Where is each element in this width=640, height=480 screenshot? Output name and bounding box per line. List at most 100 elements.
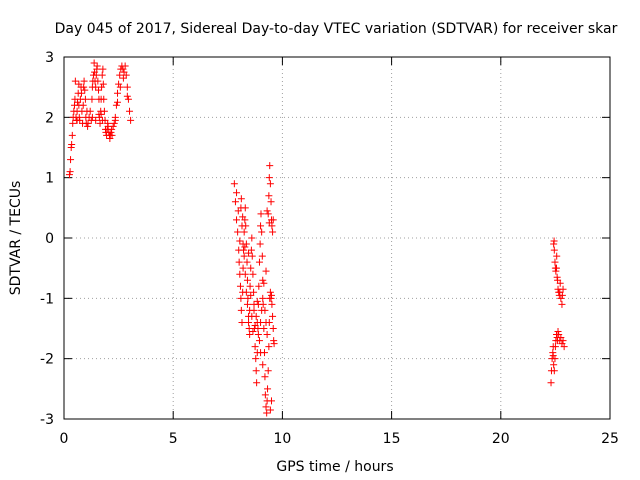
data-point	[67, 156, 75, 164]
data-point	[547, 379, 555, 387]
data-point	[248, 252, 256, 260]
data-point	[245, 249, 253, 257]
data-point	[80, 77, 88, 85]
data-point	[246, 331, 254, 339]
data-point	[92, 83, 100, 91]
data-point	[261, 391, 269, 399]
data-point	[98, 83, 106, 91]
data-point	[119, 74, 127, 82]
data-point	[556, 279, 564, 287]
data-point	[233, 189, 241, 197]
data-point	[261, 306, 269, 314]
data-point	[243, 300, 251, 308]
data-point	[249, 270, 257, 278]
x-tick-label: 0	[60, 431, 69, 447]
data-point	[239, 213, 247, 221]
data-point	[241, 243, 249, 251]
data-point	[98, 116, 106, 124]
data-point	[239, 240, 247, 248]
data-point	[86, 107, 94, 115]
data-point	[266, 406, 274, 414]
data-point	[235, 258, 243, 266]
data-point	[122, 71, 130, 79]
x-tick-label: 5	[169, 431, 178, 447]
axis-ticks	[63, 56, 611, 420]
data-point	[237, 306, 245, 314]
data-point	[234, 228, 242, 236]
data-point	[257, 222, 265, 230]
data-point	[241, 270, 249, 278]
data-point	[254, 331, 262, 339]
data-point	[250, 306, 258, 314]
data-point	[247, 291, 255, 299]
data-point	[264, 367, 272, 375]
data-point	[74, 98, 82, 106]
data-point	[254, 325, 262, 332]
data-point	[252, 367, 260, 375]
data-point	[551, 355, 559, 363]
data-point	[558, 291, 566, 299]
data-point	[266, 162, 274, 170]
data-point	[231, 198, 239, 206]
x-tick-label: 20	[492, 431, 510, 447]
data-point	[559, 285, 567, 293]
data-point	[108, 131, 116, 139]
data-point	[116, 83, 124, 91]
data-point	[243, 276, 251, 284]
data-point	[259, 294, 267, 302]
data-point	[550, 246, 558, 254]
data-point	[79, 101, 87, 109]
data-point	[100, 107, 108, 115]
data-point	[114, 98, 122, 106]
x-tick-labels: 0 5 10 15 20 25	[60, 431, 619, 447]
data-point	[258, 252, 266, 260]
data-point	[80, 83, 88, 91]
data-point	[263, 331, 271, 339]
data-point	[244, 294, 252, 302]
data-point	[269, 312, 277, 320]
chart-title: Day 045 of 2017, Sidereal Day-to-day VTE…	[55, 21, 618, 37]
data-point	[262, 403, 270, 411]
data-point	[256, 240, 264, 248]
data-point	[552, 267, 560, 275]
data-point	[551, 343, 559, 351]
data-point	[236, 237, 244, 245]
data-point	[255, 282, 263, 290]
data-point	[126, 107, 134, 115]
data-point	[261, 373, 269, 381]
data-point	[549, 352, 557, 360]
data-point	[257, 210, 265, 218]
data-point	[114, 89, 122, 97]
data-point	[233, 216, 241, 224]
data-point	[246, 282, 254, 290]
data-point	[127, 116, 135, 124]
data-point	[240, 246, 248, 254]
data-point	[116, 71, 124, 79]
data-point	[248, 234, 256, 242]
data-point	[243, 258, 251, 266]
data-point	[111, 116, 119, 124]
data-point	[550, 361, 558, 369]
data-series-sdtvar	[65, 59, 568, 417]
data-point	[112, 101, 120, 109]
data-point	[71, 77, 79, 85]
data-point	[265, 219, 273, 227]
y-tick-label: 1	[45, 171, 54, 187]
data-point	[250, 288, 258, 296]
data-point	[260, 325, 268, 332]
data-point	[242, 288, 250, 296]
data-point	[251, 343, 259, 351]
x-axis-label: GPS time / hours	[276, 459, 393, 475]
data-point	[257, 349, 265, 357]
data-point	[237, 195, 245, 203]
data-point	[88, 95, 96, 103]
data-point	[559, 337, 567, 345]
data-point	[84, 119, 92, 127]
data-point	[247, 264, 255, 272]
data-point	[247, 246, 255, 254]
x-tick-label: 25	[601, 431, 619, 447]
data-point	[240, 252, 248, 260]
data-point	[75, 80, 83, 88]
data-point	[68, 140, 76, 148]
